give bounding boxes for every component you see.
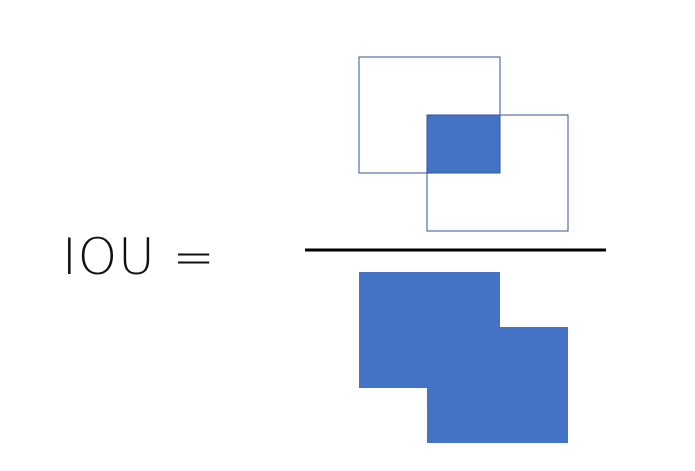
denominator-union-group xyxy=(359,272,568,443)
numerator-intersection-group xyxy=(358,56,569,232)
iou-equals-label: IOU = xyxy=(62,228,216,286)
box-b-outline xyxy=(426,114,569,232)
intersection-region xyxy=(427,115,500,173)
union-box-b xyxy=(427,327,568,443)
